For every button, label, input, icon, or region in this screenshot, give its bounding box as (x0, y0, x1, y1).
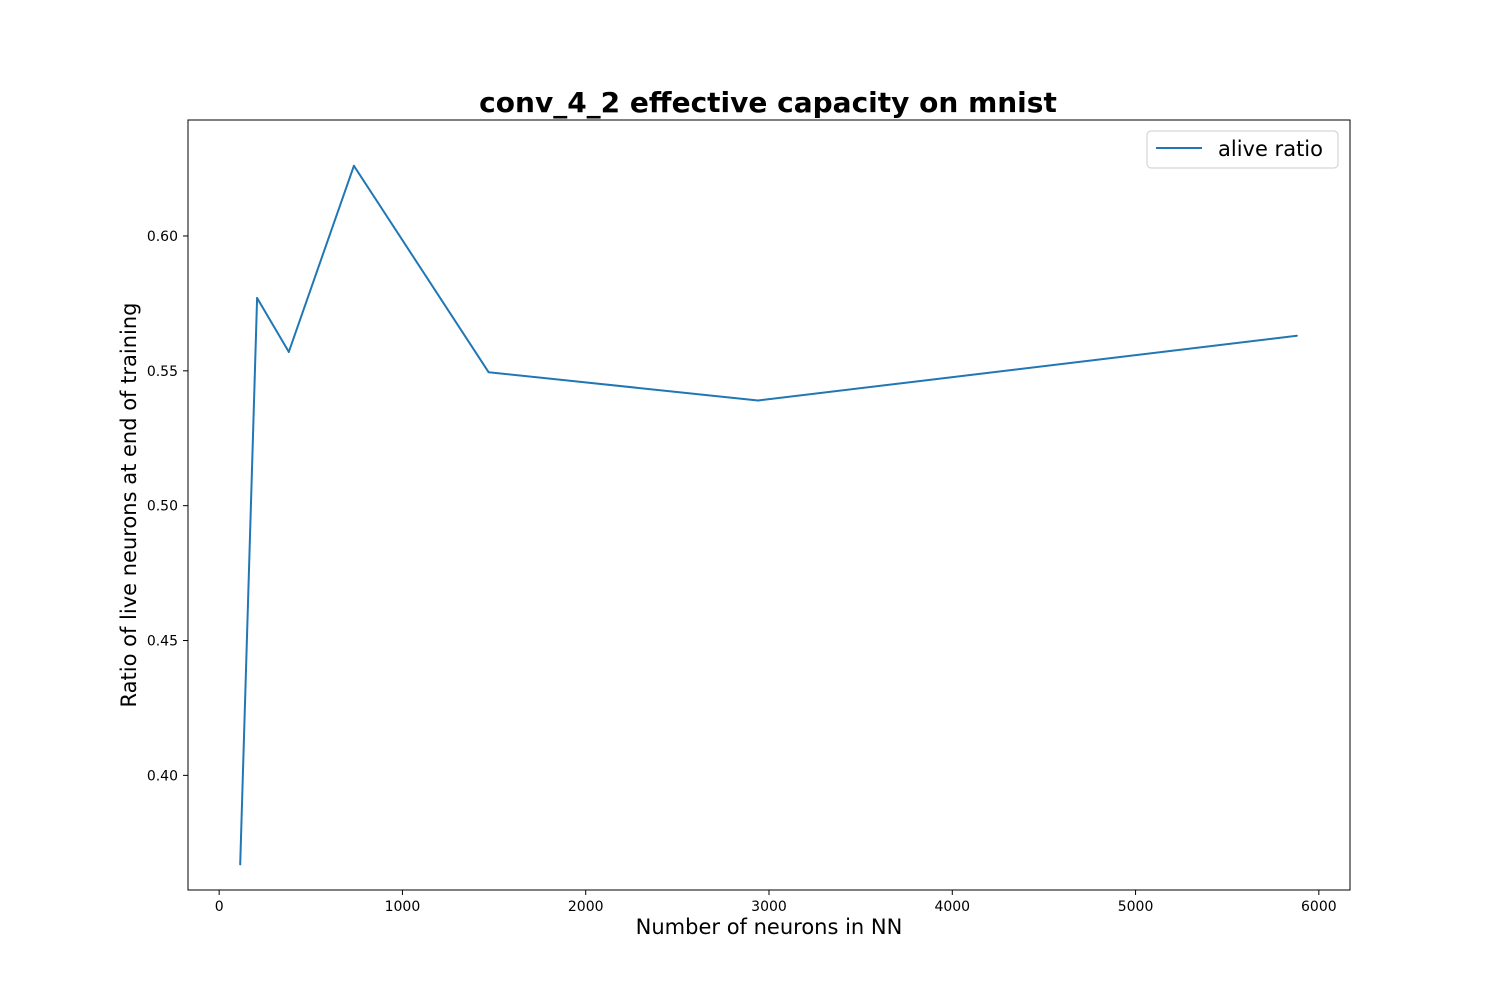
x-axis: 0 1000 2000 3000 4000 5000 6000 (215, 890, 1337, 915)
data-point (352, 164, 355, 167)
x-tick-label: 5000 (1118, 899, 1154, 915)
x-tick-label: 4000 (934, 899, 970, 915)
chart-title: conv_4_2 effective capacity on mnist (479, 86, 1057, 119)
x-tick-label: 2000 (568, 899, 604, 915)
x-tick-label: 6000 (1301, 899, 1337, 915)
x-tick-label: 1000 (385, 899, 421, 915)
y-tick-label: 0.60 (147, 229, 178, 245)
y-axis-label: Ratio of live neurons at end of training (117, 303, 141, 708)
data-point (1295, 334, 1298, 337)
y-tick-label: 0.50 (147, 499, 178, 515)
data-point (256, 297, 259, 300)
x-tick-label: 0 (215, 899, 224, 915)
data-point (487, 371, 490, 374)
x-tick-label: 3000 (751, 899, 787, 915)
x-axis-label: Number of neurons in NN (636, 915, 903, 939)
data-point (757, 399, 760, 402)
plot-area (187, 119, 1351, 891)
y-axis: 0.40 0.45 0.50 0.55 0.60 (147, 229, 188, 784)
legend-label: alive ratio (1218, 137, 1323, 161)
series-layer (239, 164, 1298, 866)
data-point (287, 350, 290, 353)
legend: alive ratio (1146, 130, 1339, 169)
y-tick-label: 0.45 (147, 634, 178, 650)
data-point (239, 863, 242, 866)
y-tick-label: 0.55 (147, 364, 178, 380)
legend-frame (1146, 130, 1339, 169)
y-tick-label: 0.40 (147, 768, 178, 784)
